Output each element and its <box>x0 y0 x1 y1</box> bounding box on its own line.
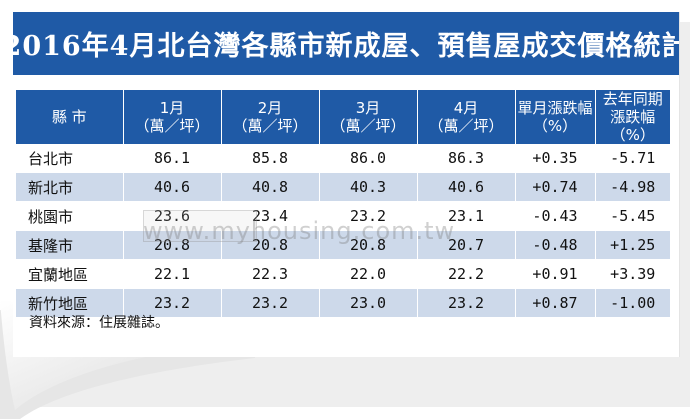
table-row: 基隆市 20.8 20.8 20.8 20.7 -0.48 +1.25 <box>16 230 670 260</box>
header-monthly-change: 單月漲跌幅 （%） <box>515 90 596 144</box>
table-row: 台北市 86.1 85.8 86.0 86.3 +0.35 -5.71 <box>16 144 670 173</box>
jan-cell: 22.1 <box>123 259 222 289</box>
jan-cell: 86.1 <box>123 144 222 173</box>
price-table: 縣 市 1月 （萬／坪） 2月 （萬／坪） 3月 （萬／坪） <box>16 90 670 318</box>
apr-cell: 20.7 <box>417 230 516 260</box>
apr-cell: 22.2 <box>417 259 516 289</box>
feb-cell: 23.2 <box>221 288 320 318</box>
county-cell: 宜蘭地區 <box>16 259 124 289</box>
county-cell: 新北市 <box>16 172 124 202</box>
monthly-change-cell: +0.35 <box>515 144 596 173</box>
county-cell: 基隆市 <box>16 230 124 260</box>
feb-cell: 23.4 <box>221 201 320 231</box>
yoy-change-cell: +1.25 <box>595 230 670 260</box>
header-apr: 4月 （萬／坪） <box>417 90 516 144</box>
feb-cell: 40.8 <box>221 172 320 202</box>
apr-cell: 23.2 <box>417 288 516 318</box>
feb-cell: 85.8 <box>221 144 320 173</box>
apr-cell: 40.6 <box>417 172 516 202</box>
yoy-change-cell: +3.39 <box>595 259 670 289</box>
jan-cell: 40.6 <box>123 172 222 202</box>
table-title: 2016年4月北台灣各縣市新成屋、預售屋成交價格統計 <box>13 12 679 75</box>
feb-cell: 22.3 <box>221 259 320 289</box>
header-feb: 2月 （萬／坪） <box>221 90 320 144</box>
yoy-change-cell: -5.71 <box>595 144 670 173</box>
table-row: 新北市 40.6 40.8 40.3 40.6 +0.74 -4.98 <box>16 172 670 202</box>
county-cell: 新竹地區 <box>16 288 124 318</box>
table-row: 新竹地區 23.2 23.2 23.0 23.2 +0.87 -1.00 <box>16 288 670 318</box>
mar-cell: 23.0 <box>319 288 418 318</box>
monthly-change-cell: -0.48 <box>515 230 596 260</box>
monthly-change-cell: +0.74 <box>515 172 596 202</box>
header-county: 縣 市 <box>16 90 124 144</box>
jan-cell: 20.8 <box>123 230 222 260</box>
yoy-change-cell: -1.00 <box>595 288 670 318</box>
table-row: 宜蘭地區 22.1 22.3 22.0 22.2 +0.91 +3.39 <box>16 259 670 289</box>
mar-cell: 40.3 <box>319 172 418 202</box>
county-cell: 台北市 <box>16 144 124 173</box>
mar-cell: 23.2 <box>319 201 418 231</box>
header-jan: 1月 （萬／坪） <box>123 90 222 144</box>
jan-cell: 23.6 <box>123 201 222 231</box>
statistics-card: 2016年4月北台灣各縣市新成屋、預售屋成交價格統計 縣 市 1月 <box>13 12 680 357</box>
monthly-change-cell: +0.87 <box>515 288 596 318</box>
header-mar: 3月 （萬／坪） <box>319 90 418 144</box>
price-table-wrapper: 縣 市 1月 （萬／坪） 2月 （萬／坪） 3月 （萬／坪） <box>16 90 670 318</box>
table-row: 桃園市 23.6 23.4 23.2 23.1 -0.43 -5.45 <box>16 201 670 231</box>
feb-cell: 20.8 <box>221 230 320 260</box>
mar-cell: 22.0 <box>319 259 418 289</box>
header-yoy-change: 去年同期 漲跌幅（%） <box>595 90 670 144</box>
table-header-row: 縣 市 1月 （萬／坪） 2月 （萬／坪） 3月 （萬／坪） <box>16 90 670 144</box>
monthly-change-cell: -0.43 <box>515 201 596 231</box>
county-cell: 桃園市 <box>16 201 124 231</box>
yoy-change-cell: -4.98 <box>595 172 670 202</box>
apr-cell: 23.1 <box>417 201 516 231</box>
mar-cell: 20.8 <box>319 230 418 260</box>
monthly-change-cell: +0.91 <box>515 259 596 289</box>
yoy-change-cell: -5.45 <box>595 201 670 231</box>
source-note: 資料來源：住展雜誌。 <box>29 315 169 331</box>
jan-cell: 23.2 <box>123 288 222 318</box>
apr-cell: 86.3 <box>417 144 516 173</box>
mar-cell: 86.0 <box>319 144 418 173</box>
